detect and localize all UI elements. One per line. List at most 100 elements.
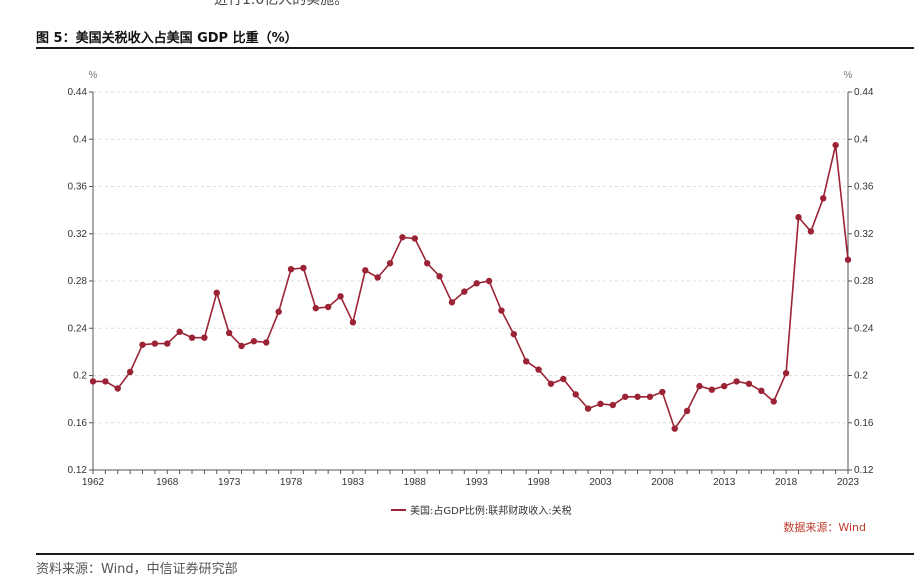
- data-point: [448, 299, 456, 306]
- data-point: [485, 277, 493, 285]
- data-point: [721, 382, 728, 390]
- data-point: [572, 391, 579, 398]
- y-tick-label-right: 0.36: [854, 182, 874, 193]
- data-point: [622, 393, 629, 400]
- data-point: [263, 339, 270, 346]
- x-tick-label: 1993: [466, 477, 489, 488]
- y-tick-label-right: 0.28: [854, 276, 874, 287]
- data-point: [176, 328, 183, 335]
- data-point: [151, 340, 159, 347]
- data-point: [126, 368, 134, 376]
- data-point: [584, 405, 592, 412]
- data-point: [770, 398, 777, 405]
- data-point: [733, 378, 740, 385]
- data-point: [671, 425, 678, 432]
- data-point: [287, 265, 295, 273]
- data-point: [473, 280, 480, 287]
- x-tick-label: 1988: [404, 477, 427, 488]
- y-tick-label-left: 0.16: [68, 418, 88, 429]
- data-point: [275, 308, 282, 315]
- data-point: [300, 264, 307, 272]
- y-tick-label-left: 0.44: [68, 87, 88, 98]
- data-point: [708, 386, 716, 393]
- data-point: [312, 304, 319, 312]
- series-line: [93, 145, 849, 431]
- legend-label: 美国:占GDP比例:联邦财政收入:关税: [410, 504, 572, 517]
- data-point: [337, 293, 344, 300]
- data-point: [634, 393, 641, 400]
- x-tick-label: 2013: [713, 477, 736, 488]
- legend: 美国:占GDP比例:联邦财政收入:关税: [391, 504, 572, 517]
- data-point: [89, 378, 97, 385]
- data-point: [547, 380, 555, 387]
- data-point: [201, 334, 208, 341]
- data-point: [188, 334, 196, 341]
- source-footer: 资料来源：Wind，中信证券研究部: [36, 562, 238, 577]
- y-tick-label-left: 0.24: [68, 323, 88, 334]
- data-point: [683, 407, 691, 415]
- data-point: [758, 387, 765, 395]
- x-tick-label: 1978: [280, 477, 303, 488]
- top-divider: [36, 47, 914, 49]
- data-point: [386, 260, 394, 267]
- data-point: [461, 288, 468, 295]
- data-point: [114, 385, 121, 392]
- y-unit-label-right: %: [844, 70, 853, 81]
- data-point: [423, 260, 431, 267]
- data-point: [832, 141, 839, 149]
- data-point: [213, 289, 220, 297]
- x-tick-label: 2023: [837, 477, 860, 488]
- bottom-divider: [36, 553, 914, 555]
- data-point: [597, 400, 604, 408]
- y-tick-label-left: 0.28: [68, 276, 88, 287]
- data-point: [696, 382, 703, 390]
- previous-paragraph-text: 进行1.0亿人的实施。: [214, 0, 349, 8]
- data-point: [399, 234, 406, 241]
- y-tick-label-left: 0.2: [73, 371, 87, 382]
- y-tick-label-right: 0.2: [854, 371, 868, 382]
- x-tick-label: 1983: [342, 477, 365, 488]
- x-tick-label: 1973: [218, 477, 241, 488]
- x-tick-label: 1968: [156, 477, 179, 488]
- x-tick-label: 2018: [775, 477, 798, 488]
- data-point: [324, 303, 332, 311]
- series-group: [89, 141, 852, 432]
- x-tick-label: 2003: [589, 477, 612, 488]
- y-tick-label-right: 0.32: [854, 229, 874, 240]
- y-tick-label-left: 0.32: [68, 229, 88, 240]
- data-point: [250, 338, 258, 345]
- data-point: [139, 341, 146, 348]
- data-point: [745, 380, 753, 387]
- y-tick-label-left: 0.4: [73, 134, 87, 145]
- y-tick-label-right: 0.44: [854, 87, 874, 98]
- data-point: [646, 393, 654, 400]
- data-point: [560, 375, 567, 383]
- data-source-note: 数据来源：Wind: [783, 520, 866, 534]
- data-point: [498, 307, 505, 314]
- data-point: [436, 273, 443, 280]
- data-point: [807, 228, 815, 235]
- data-point: [659, 388, 666, 396]
- y-tick-label-right: 0.24: [854, 323, 874, 334]
- data-point: [362, 267, 369, 274]
- x-tick-label: 1998: [527, 477, 550, 488]
- axes: 0.12 0.12 0.16 0.16 0.2 0.2 0.24 0.24 0.28 0.28 0.…: [68, 70, 874, 488]
- line-chart: 0.12 0.12 0.16 0.16 0.2 0.2 0.24 0.24 0.28 0.28 0.…: [68, 70, 874, 534]
- y-tick-label-left: 0.36: [68, 182, 88, 193]
- x-tick-label: 2008: [651, 477, 674, 488]
- y-tick-label-right: 0.16: [854, 418, 874, 429]
- data-point: [820, 195, 827, 202]
- data-point: [522, 358, 530, 365]
- y-tick-label-right: 0.12: [854, 465, 874, 476]
- data-point: [795, 214, 802, 221]
- y-tick-label-left: 0.12: [68, 465, 88, 476]
- figure-title: 图 5：美国关税收入占美国 GDP 比重（%）: [36, 31, 298, 46]
- data-point: [609, 401, 617, 409]
- data-point: [374, 274, 381, 281]
- data-point: [102, 378, 109, 385]
- data-point: [782, 369, 790, 377]
- data-point: [164, 340, 171, 347]
- data-point: [225, 329, 233, 337]
- data-point: [535, 366, 542, 373]
- data-point: [349, 319, 357, 326]
